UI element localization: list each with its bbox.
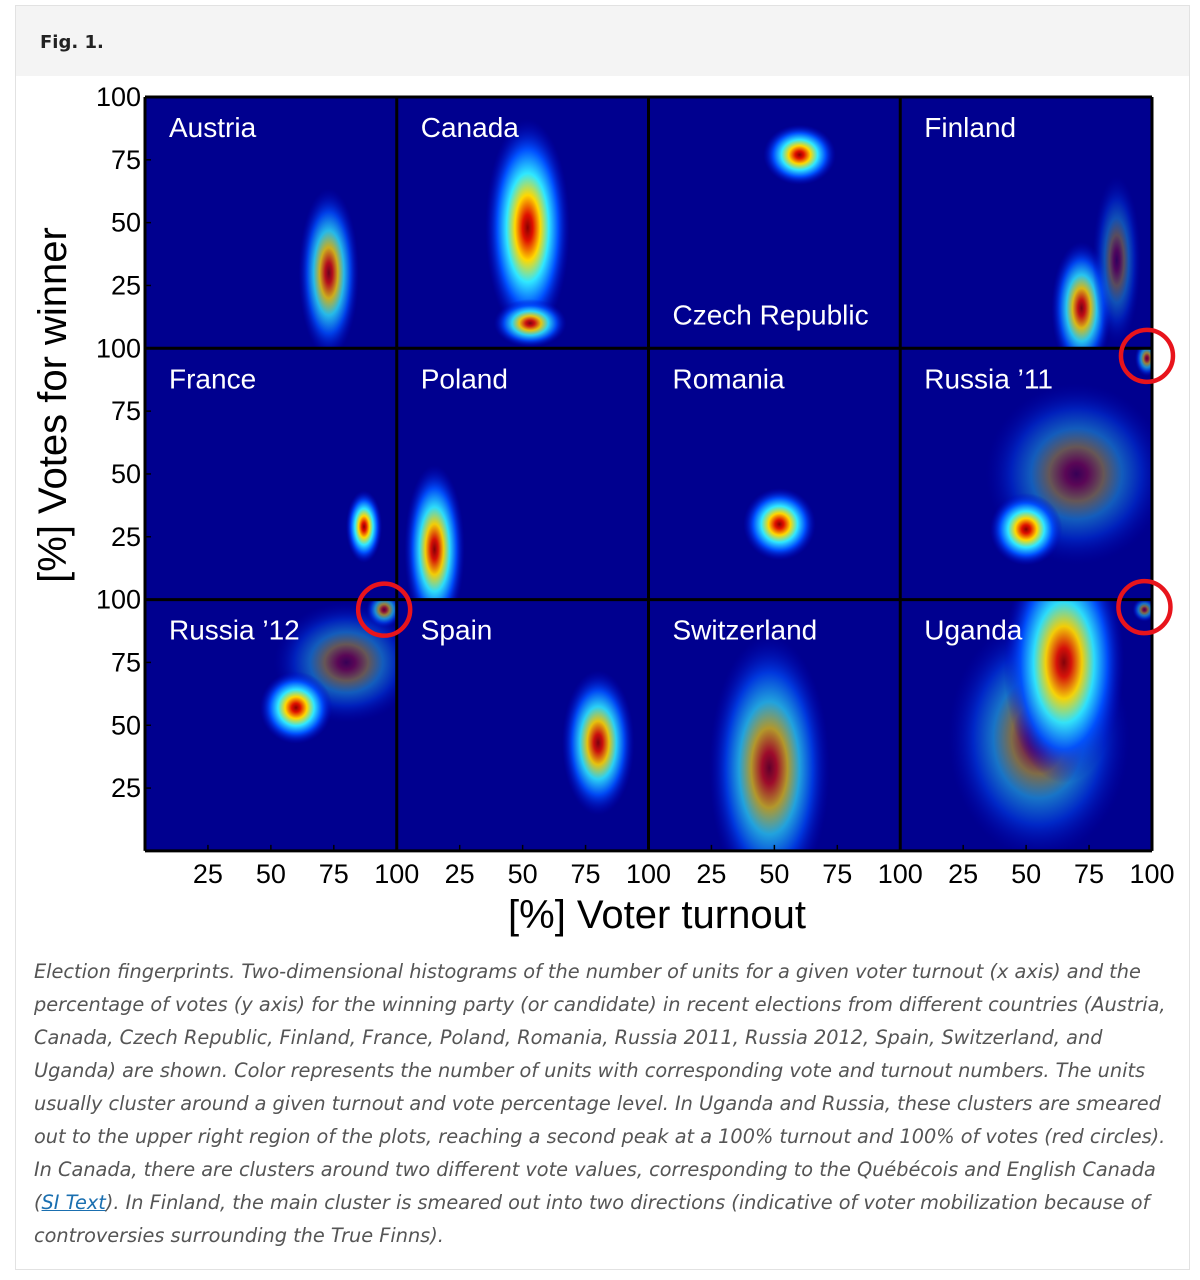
y-tick-label: 50 [111,208,141,238]
panel-title: Austria [169,112,257,143]
density-cluster [298,188,359,349]
x-tick-label: 25 [193,859,223,889]
highlight-circle [1116,578,1173,636]
figure-card: Fig. 1. [15,5,1190,1270]
density-cluster [259,671,333,744]
y-tick-label: 100 [96,333,141,363]
panel: Finland [900,97,1152,349]
x-tick-label: 75 [571,859,601,889]
density-cluster [1092,175,1141,345]
y-tick-label: 100 [96,82,141,112]
panel: Canada [396,97,649,349]
panel-title: Uganda [924,615,1023,646]
caption-text: Election fingerprints. Two-dimensional h… [34,960,1166,1214]
y-tick-label: 50 [111,459,141,489]
density-cluster [493,299,567,348]
panel-title: Czech Republic [673,299,869,330]
y-tick-label: 25 [111,773,141,803]
figure-caption: Election fingerprints. Two-dimensional h… [34,955,1179,1252]
x-tick-label: 100 [1129,859,1174,889]
y-tick-label: 25 [111,270,141,300]
panel: Russia ’11 [900,348,1152,600]
figure-label: Fig. 1. [40,32,104,53]
panel-title: Canada [421,112,520,143]
density-cluster [743,488,816,561]
x-tick-label: 75 [1074,859,1104,889]
panel: Russia ’12 [145,599,397,851]
x-tick-label: 50 [256,859,286,889]
x-tick-label: 25 [948,859,978,889]
panel: Switzerland [648,599,901,851]
caption-text: ). In Finland, the main cluster is smear… [34,1191,1150,1247]
y-tick-label: 25 [111,522,141,552]
panel-title: Switzerland [673,615,818,646]
caption-link[interactable]: SI Text [41,1191,106,1214]
panel: Czech Republic [648,97,901,349]
density-cluster [404,464,465,600]
x-tick-label: 100 [626,859,671,889]
x-tick-label: 25 [696,859,726,889]
panel-title: France [169,363,256,394]
panel: France [145,348,397,600]
density-cluster [989,493,1063,566]
density-cluster [485,119,570,337]
x-axis-label: [%] Voter turnout [508,893,806,937]
y-tick-label: 50 [111,710,141,740]
x-tick-label: 50 [1011,859,1041,889]
density-cluster [763,124,836,185]
density-cluster [366,599,397,628]
chart: Austria Canada Czech Republic Finland France… [31,82,1176,937]
panel: Austria [145,97,397,349]
x-tick-label: 100 [878,859,923,889]
y-tick-label: 100 [96,585,141,615]
panel: Uganda [900,599,1152,851]
x-tick-label: 100 [374,859,419,889]
density-cluster [1003,599,1125,784]
highlight-circle [1118,327,1176,385]
x-tick-label: 25 [445,859,475,889]
x-tick-label: 75 [319,859,349,889]
density-cluster [345,490,383,563]
y-tick-label: 75 [111,396,141,426]
highlight-circle [355,581,413,638]
figure-header: Fig. 1. [16,6,1189,76]
panel-title: Russia ’12 [169,615,300,646]
panel-title: Spain [421,615,493,646]
density-cluster [1134,348,1152,377]
panel-title: Romania [673,363,785,394]
x-tick-label: 50 [508,859,538,889]
x-tick-label: 50 [759,859,789,889]
density-cluster [561,670,635,816]
panel: Poland [396,348,649,600]
panel: Romania [648,348,901,600]
panel-title: Russia ’11 [924,363,1053,394]
density-cluster [1132,599,1152,622]
y-tick-label: 75 [111,647,141,677]
y-axis-label: [%] Votes for winner [31,227,75,583]
density-cluster [708,635,830,851]
x-tick-label: 75 [822,859,852,889]
panel-title: Finland [924,112,1016,143]
panel: Spain [396,599,649,851]
y-tick-label: 75 [111,145,141,175]
panel-title: Poland [421,363,508,394]
